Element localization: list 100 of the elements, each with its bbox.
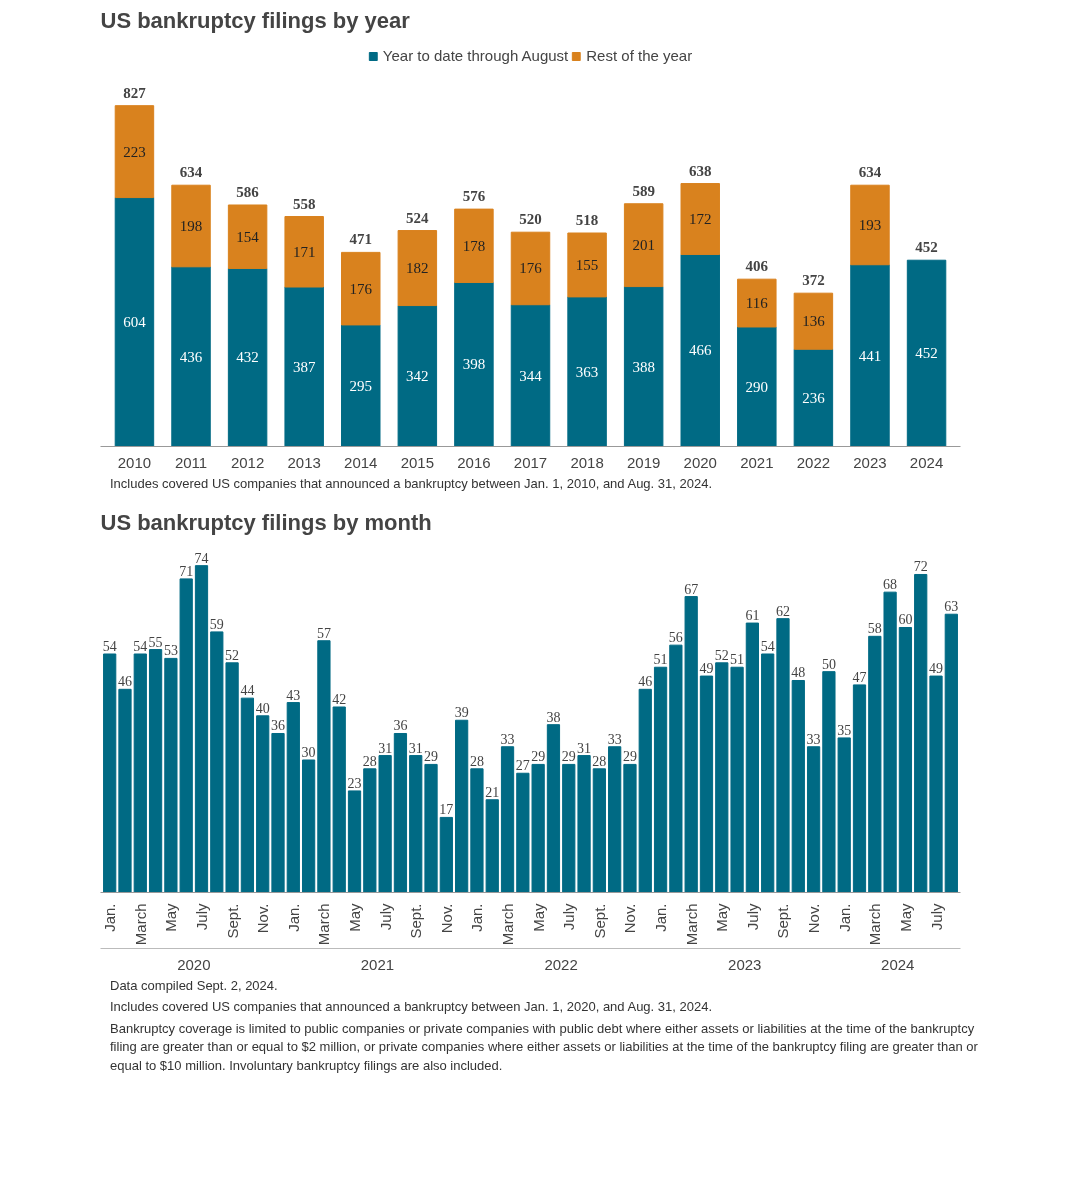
data-label: 432 [236, 349, 259, 366]
bar [118, 688, 132, 893]
bar [699, 675, 714, 893]
bar [227, 267, 268, 447]
data-label: 388 [632, 358, 655, 375]
x-tick-label: March [866, 903, 884, 945]
total-label: 518 [575, 212, 599, 229]
total-label: 372 [802, 272, 825, 289]
data-label: 49 [699, 660, 714, 676]
data-label: 72 [913, 559, 928, 575]
data-label: 223 [123, 143, 146, 160]
data-label: 171 [292, 243, 316, 260]
bar [148, 648, 163, 893]
total-label: 589 [632, 182, 655, 199]
bar [776, 617, 790, 893]
bar [455, 719, 469, 893]
x-tick-label: Jan. [835, 903, 853, 932]
x-tick-label: 2012 [230, 453, 265, 471]
total-label: 634 [858, 164, 882, 181]
bar [397, 230, 438, 307]
data-label: 342 [406, 368, 429, 385]
bar [793, 292, 834, 350]
bar [114, 105, 155, 199]
x-tick-label: Nov. [437, 903, 455, 933]
bar [745, 622, 760, 893]
data-label: 193 [858, 216, 882, 233]
x-tick-label: 2014 [344, 453, 378, 471]
x-tick-label: 2017 [513, 453, 548, 471]
total-label: 520 [519, 211, 542, 228]
bar [944, 613, 958, 893]
data-label: 290 [745, 378, 769, 395]
x-tick-label: Sept. [407, 903, 425, 939]
data-label: 236 [802, 389, 826, 406]
x-tick-label: 2019 [626, 453, 661, 471]
bar [510, 304, 551, 447]
data-label: 33 [806, 731, 821, 747]
total-label: 827 [123, 84, 147, 101]
x-tick-label: 2021 [740, 453, 774, 471]
x-tick-label: July [376, 902, 394, 930]
data-label: 47 [852, 669, 867, 685]
x-tick-label: 2016 [457, 453, 491, 471]
data-label: 33 [500, 731, 515, 747]
data-label: 28 [362, 753, 377, 769]
data-label: 38 [546, 709, 561, 725]
total-label: 558 [292, 195, 316, 212]
bar [567, 232, 607, 298]
bar [227, 204, 268, 269]
data-label: 33 [607, 731, 622, 747]
data-label: 23 [347, 775, 362, 791]
bar [592, 767, 606, 893]
x-tick-label: Nov. [254, 903, 272, 933]
x-tick-label: Jan. [284, 903, 302, 932]
data-label: 201 [632, 237, 655, 254]
bar [284, 216, 324, 288]
x-tick-label: Sept. [223, 903, 241, 939]
data-label: 39 [454, 704, 469, 720]
bar [914, 573, 928, 893]
bar [256, 714, 270, 893]
x-tick-label: Jan. [468, 903, 486, 932]
bar [171, 184, 211, 268]
bar [341, 324, 381, 447]
data-label: 363 [575, 363, 599, 380]
x-tick-label: 2015 [400, 453, 435, 471]
data-label: 398 [462, 356, 486, 373]
x-tick-label: Sept. [774, 903, 792, 939]
x-tick-label: May [713, 902, 731, 932]
bar [806, 745, 821, 893]
bar [680, 253, 720, 447]
data-label: 178 [462, 237, 486, 254]
data-label: 58 [867, 620, 882, 636]
data-label: 21 [485, 784, 500, 800]
data-label: 344 [519, 367, 543, 384]
text: Includes covered US companies that announced a bankruptcy between Jan. 1, 2020, and Aug. 31, 2024. [110, 998, 714, 1017]
data-label: 74 [194, 550, 209, 566]
data-label: 51 [730, 651, 745, 667]
bar [791, 679, 805, 893]
x-tick-label: Jan. [652, 903, 670, 932]
bar [240, 697, 255, 893]
bar [454, 281, 494, 447]
x-tick-label: May [162, 902, 180, 932]
data-label: 172 [688, 211, 712, 227]
total-label: 576 [462, 188, 486, 205]
x-tick-label: March [682, 903, 700, 945]
bar [608, 745, 622, 893]
bar [284, 286, 324, 447]
data-label: 50 [821, 656, 836, 672]
data-label: 36 [393, 718, 408, 734]
data-label: 46 [117, 673, 132, 689]
x-tick-label: March [315, 903, 333, 945]
x-tick-label: 2023 [853, 453, 887, 471]
data-label: 61 [745, 607, 760, 623]
bar [850, 184, 890, 266]
data-label: 54 [102, 638, 117, 654]
data-label: 28 [469, 753, 484, 769]
total-label: 452 [915, 239, 938, 256]
bar [898, 626, 913, 893]
data-label: 295 [349, 377, 373, 394]
text: 2021 [360, 955, 395, 973]
bar [194, 564, 209, 893]
chart-title: US bankruptcy filings by month [100, 509, 432, 535]
